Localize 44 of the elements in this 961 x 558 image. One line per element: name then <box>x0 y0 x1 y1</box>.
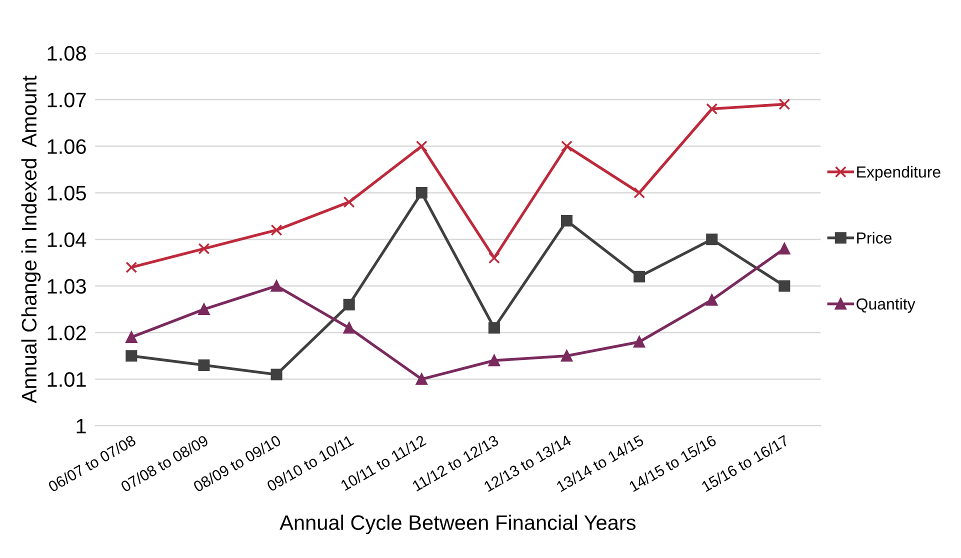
legend-label: Price <box>857 232 892 244</box>
y-tick-label: 1.06 <box>48 139 86 154</box>
point <box>416 187 428 199</box>
point <box>343 322 355 334</box>
point <box>706 294 718 306</box>
point <box>560 140 573 152</box>
point <box>416 140 428 152</box>
point <box>778 242 790 254</box>
point <box>488 354 500 366</box>
point <box>778 280 790 292</box>
point <box>198 242 210 254</box>
point <box>198 304 210 316</box>
point <box>198 359 210 371</box>
point <box>488 322 500 334</box>
point <box>126 350 138 362</box>
point <box>270 224 282 236</box>
point <box>126 262 138 274</box>
point <box>343 196 355 208</box>
y-axis-title: Annual Change in Indexed Amount <box>21 76 41 404</box>
y-tick-label: 1.04 <box>48 232 86 248</box>
y-tick-label: 1 <box>76 418 86 434</box>
point <box>270 368 282 380</box>
point <box>778 98 790 110</box>
legend-label: Quantity <box>856 298 916 313</box>
point <box>706 103 718 115</box>
point <box>634 270 646 282</box>
point <box>343 298 355 310</box>
point <box>560 214 573 227</box>
y-tick-label: 1.01 <box>48 372 86 387</box>
y-tick-label: 1.05 <box>48 186 86 201</box>
point <box>488 252 500 264</box>
point <box>416 373 428 385</box>
y-tick-label: 1.03 <box>48 278 86 294</box>
x-axis-title: Annual Cycle Between Financial Years <box>280 514 636 534</box>
point <box>706 234 718 246</box>
y-tick-label: 1.07 <box>48 92 86 108</box>
point <box>560 350 573 362</box>
y-tick-label: 1.02 <box>48 326 86 340</box>
point <box>270 280 282 292</box>
point <box>634 187 646 199</box>
point <box>126 331 138 343</box>
legend-label: Expenditure <box>857 166 940 181</box>
point <box>634 336 646 348</box>
y-tick-label: 1.08 <box>48 46 86 61</box>
